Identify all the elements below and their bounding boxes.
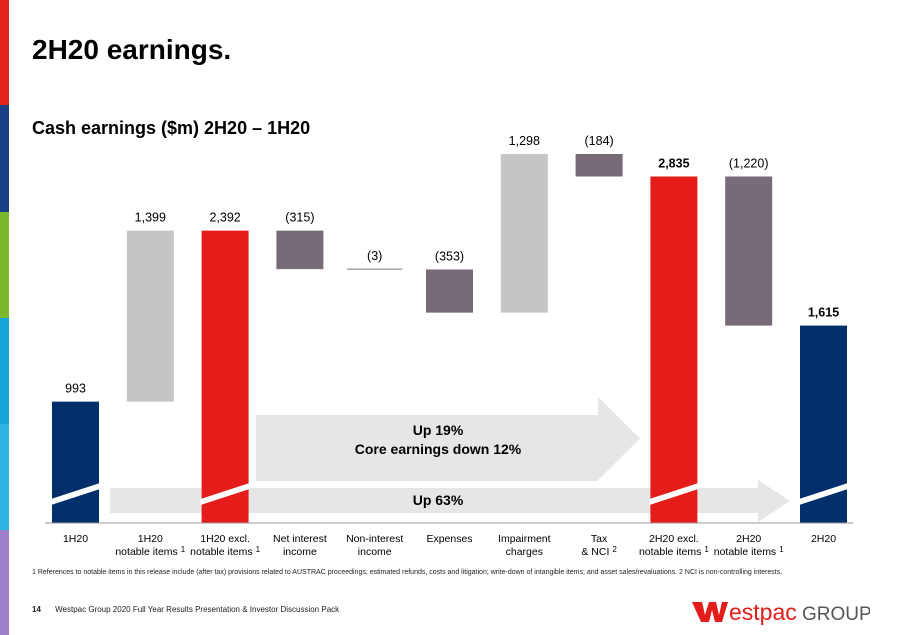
category-label: income bbox=[283, 546, 317, 558]
footnote-marker: 1 bbox=[704, 545, 709, 554]
category-label: 2H20 bbox=[811, 533, 836, 545]
stripe-cyan bbox=[0, 318, 9, 424]
footnote: 1 References to notable items in this re… bbox=[32, 569, 783, 576]
westpac-logo: estpac GROUP bbox=[692, 599, 870, 625]
category-label: Impairment bbox=[498, 533, 551, 545]
waterfall-chart: Up 19% Core earnings down 12% Up 63% 993 1,3… bbox=[45, 134, 853, 558]
axis-break-mark bbox=[649, 483, 699, 505]
logo-word: estpac bbox=[729, 599, 797, 625]
growth-arrow bbox=[110, 480, 790, 522]
data-label: 1,298 bbox=[509, 134, 540, 148]
westpac-w-icon bbox=[692, 602, 728, 622]
category-label: notable items 1 bbox=[190, 545, 260, 558]
stripe-light-blue bbox=[0, 424, 9, 530]
data-label: 993 bbox=[65, 382, 86, 396]
data-label: (315) bbox=[285, 211, 314, 225]
arrow-annotation-text: Up 19% bbox=[413, 422, 464, 438]
category-label: 2H20 excl. bbox=[649, 533, 699, 545]
category-label: notable items 1 bbox=[639, 545, 709, 558]
chart-title: Cash earnings ($m) 2H20 – 1H20 bbox=[32, 118, 311, 138]
footnote-marker: 2 bbox=[612, 545, 617, 554]
data-label: 2,392 bbox=[209, 211, 240, 225]
category-label: 1H20 excl. bbox=[200, 533, 250, 545]
category-label: charges bbox=[506, 546, 543, 558]
bar-7 bbox=[575, 154, 623, 177]
bar-1 bbox=[126, 230, 174, 402]
category-label: Expenses bbox=[426, 533, 472, 545]
footnote-marker: 1 bbox=[256, 545, 261, 554]
data-label: 1,615 bbox=[808, 306, 839, 320]
category-label: Non-interest bbox=[346, 533, 403, 545]
bar-2 bbox=[201, 230, 249, 524]
stripe-green bbox=[0, 212, 9, 318]
category-label: notable items 1 bbox=[714, 545, 784, 558]
footnote-marker: 1 bbox=[181, 545, 186, 554]
axis-break-mark bbox=[200, 483, 250, 505]
footer: 14 Westpac Group 2020 Full Year Results … bbox=[32, 605, 339, 614]
category-label: & NCI 2 bbox=[581, 545, 617, 558]
data-label: 1,399 bbox=[135, 211, 166, 225]
axis-break-mark bbox=[799, 483, 848, 505]
growth-arrow bbox=[256, 397, 640, 481]
category-label: income bbox=[358, 546, 392, 558]
arrow-annotation-text: Up 63% bbox=[413, 492, 464, 508]
bar-9 bbox=[725, 176, 773, 326]
page-number: 14 bbox=[32, 605, 41, 614]
category-label: 2H20 bbox=[736, 533, 761, 545]
footnote-marker: 1 bbox=[779, 545, 784, 554]
stripe-blue bbox=[0, 105, 9, 212]
bar-3 bbox=[276, 230, 324, 270]
category-label: notable items 1 bbox=[115, 545, 185, 558]
data-label: (184) bbox=[585, 134, 614, 148]
logo-group: GROUP bbox=[802, 604, 870, 625]
arrow-annotation-text: Core earnings down 12% bbox=[355, 441, 522, 457]
footer-text: Westpac Group 2020 Full Year Results Pre… bbox=[55, 605, 340, 614]
data-label: (3) bbox=[367, 249, 382, 263]
data-label: (1,220) bbox=[729, 156, 769, 170]
category-label: Net interest bbox=[273, 533, 327, 545]
data-label: 2,835 bbox=[658, 156, 689, 170]
data-label: (353) bbox=[435, 250, 464, 264]
axis-break-mark bbox=[51, 483, 100, 505]
category-label: Tax bbox=[591, 533, 608, 545]
bar-8 bbox=[650, 176, 698, 523]
bar-6 bbox=[500, 154, 548, 313]
page-title: 2H20 earnings. bbox=[32, 34, 232, 65]
category-label: 1H20 bbox=[138, 533, 163, 545]
stripe-purple bbox=[0, 530, 9, 635]
category-label: 1H20 bbox=[63, 533, 88, 545]
bar-5 bbox=[426, 269, 473, 313]
stripe-red bbox=[0, 0, 9, 105]
bar-0 bbox=[52, 401, 99, 523]
